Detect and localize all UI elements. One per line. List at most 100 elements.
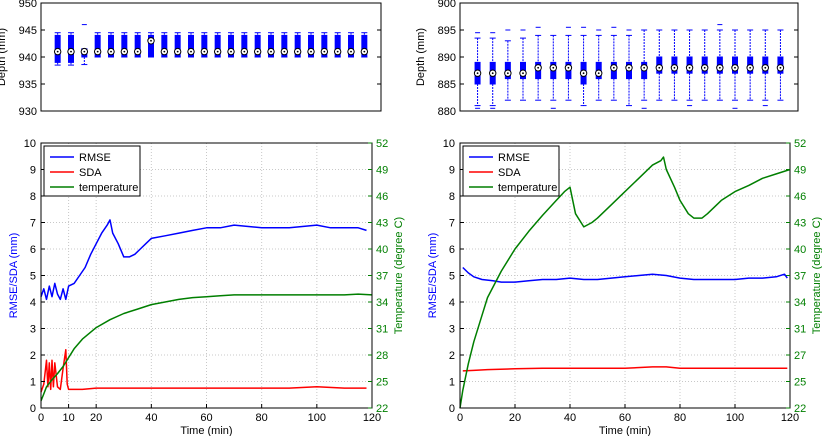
y-tick-label: 8	[449, 191, 455, 203]
median-dot	[216, 50, 219, 53]
box-body	[108, 34, 114, 58]
y2-tick-label: 52	[794, 138, 806, 150]
box-body	[361, 34, 368, 58]
y2-tick-label: 49	[376, 165, 388, 177]
box-17	[716, 24, 724, 101]
box-9	[160, 32, 169, 58]
box-body	[148, 34, 154, 58]
median-dot	[582, 72, 585, 75]
panel-top-left: 930 935 940 945 950 Depth (mm)	[0, 0, 382, 118]
box-24	[360, 32, 369, 58]
y-tick-label: 8	[30, 191, 36, 203]
y-axis-label-right: Temperature (degree C)	[393, 217, 405, 334]
y2-tick-label: 34	[376, 297, 388, 309]
y-tick-label: 5	[30, 271, 36, 283]
box-body	[268, 34, 274, 58]
y-axis-label: Depth (mm)	[415, 28, 427, 86]
y-tick-label: 0	[449, 403, 455, 415]
box-10	[173, 32, 182, 58]
box-19	[746, 29, 754, 101]
y-tick-label: 930	[19, 106, 37, 118]
y-tick-label: 3	[449, 324, 455, 336]
x-tick-label: 120	[781, 412, 799, 424]
y2-tick-label: 43	[794, 218, 806, 230]
median-dot	[567, 66, 570, 69]
y-tick-label: 0	[30, 403, 36, 415]
x-tick-label: 100	[308, 412, 326, 424]
median-dot	[537, 66, 540, 69]
box-1	[473, 32, 482, 109]
median-dot	[336, 50, 339, 53]
y2-tick-label: 31	[376, 324, 388, 336]
box-11	[625, 29, 633, 107]
box-16	[253, 32, 262, 58]
median-dot	[123, 50, 126, 53]
y-tick-label: 6	[30, 244, 36, 256]
legend: RMSE SDA temperature	[43, 145, 141, 197]
y2-tick-label: 31	[794, 324, 806, 336]
box-15	[240, 32, 249, 58]
box-7	[564, 26, 573, 101]
median-dot	[658, 66, 661, 69]
box-15	[685, 29, 694, 107]
series-line-sda	[40, 348, 367, 393]
y-tick-label: 5	[449, 271, 455, 283]
y-tick-label: 935	[19, 79, 37, 91]
box-body	[214, 34, 221, 58]
x-tick-label: 60	[619, 412, 631, 424]
panel-top-right: 880 885 890 895 900 Depth (mm)	[415, 0, 799, 118]
y2-tick-label: 46	[376, 191, 388, 203]
y2-tick-label: 49	[794, 165, 806, 177]
box-1	[53, 32, 62, 66]
median-dot	[283, 50, 286, 53]
median-dot	[718, 66, 721, 69]
box-body	[134, 34, 141, 58]
x-tick-label: 80	[674, 412, 686, 424]
box-3	[80, 24, 89, 66]
y2-tick-label: 22	[794, 403, 806, 415]
legend-label-sda: SDA	[79, 167, 102, 179]
y-tick-label: 895	[438, 25, 456, 37]
median-dot	[83, 50, 86, 53]
y2-tick-label: 40	[376, 244, 388, 256]
median-dot	[96, 50, 99, 53]
box-2	[489, 32, 497, 109]
box-body	[241, 34, 248, 58]
y-axis-label-left: RMSE/SDA (mm)	[8, 233, 20, 319]
box-4	[519, 29, 527, 101]
median-dot	[270, 50, 272, 53]
y-axis-label-right: Temperature (degree C)	[811, 217, 822, 334]
y-tick-label: 9	[449, 165, 455, 177]
box-7	[133, 32, 142, 58]
x-tick-label: 40	[145, 412, 157, 424]
x-tick-label: 100	[726, 412, 744, 424]
x-tick-label: 120	[363, 412, 381, 424]
box-17	[267, 32, 275, 58]
y-tick-label: 3	[30, 324, 36, 336]
legend-label-rmse: RMSE	[79, 152, 111, 164]
median-dot	[491, 72, 494, 75]
box-19	[293, 32, 302, 58]
y-tick-label: 880	[438, 106, 456, 118]
box-9	[595, 29, 603, 101]
box-6	[120, 32, 129, 58]
box-18	[280, 32, 289, 58]
series-line-temperature	[459, 156, 791, 409]
box-body	[334, 34, 341, 58]
legend-label-rmse: RMSE	[498, 152, 530, 164]
median-dot	[310, 50, 312, 53]
x-tick-label: 40	[564, 412, 576, 424]
median-dot	[136, 50, 139, 53]
median-dot	[150, 39, 152, 42]
y2-tick-label: 27	[794, 350, 806, 362]
y2-tick-label: 25	[376, 377, 388, 389]
median-dot	[703, 66, 706, 69]
y-tick-label: 940	[19, 52, 37, 64]
median-dot	[522, 72, 524, 75]
x-tick-label: 20	[90, 412, 102, 424]
box-4	[93, 32, 102, 58]
median-dot	[163, 50, 166, 53]
median-dot	[552, 66, 555, 69]
y2-tick-label: 25	[794, 377, 806, 389]
